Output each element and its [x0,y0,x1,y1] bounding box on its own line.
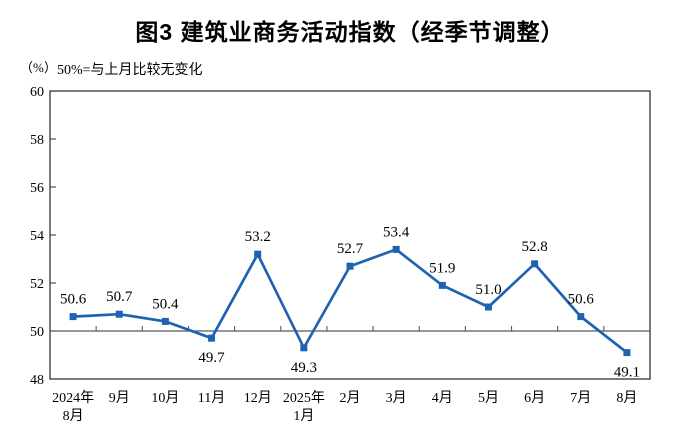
data-point-label: 51.0 [475,282,501,298]
chart-title: 图3 建筑业商务活动指数（经季节调整） [135,19,565,45]
x-axis-label: 6月 [524,390,545,406]
data-point-marker [346,262,354,270]
data-point-label: 51.9 [429,260,455,276]
y-axis-label: 58 [30,133,44,148]
data-point-label: 50.4 [152,296,179,312]
data-point-label: 52.8 [521,239,547,255]
data-point-label: 49.1 [614,365,640,381]
data-point-marker [577,313,585,321]
data-point-marker [254,250,262,258]
x-axis-label: 12月 [244,390,272,406]
reference-note: 50%=与上月比较无变化 [57,63,203,78]
y-axis-label: 50 [30,325,44,340]
x-axis-label: 8月 [63,408,84,424]
data-point-marker [115,310,123,318]
y-axis-label: 54 [30,229,44,244]
x-axis-label: 7月 [570,390,591,406]
x-axis-label: 1月 [293,408,314,424]
x-axis-label: 8月 [616,390,637,406]
data-point-marker [531,260,539,268]
y-axis-label: 48 [30,373,44,388]
x-axis-label: 4月 [432,390,453,406]
data-point-marker [300,344,308,352]
data-point-label: 53.2 [245,229,271,245]
data-point-label: 50.6 [568,292,595,308]
x-axis-label: 10月 [151,390,179,406]
y-axis-label: 56 [30,181,44,196]
data-point-marker [392,245,400,253]
data-point-label: 52.7 [337,241,364,257]
x-axis-label: 2025年 [283,390,325,406]
data-point-label: 49.7 [198,350,225,366]
data-point-marker [623,349,631,357]
data-point-marker [208,334,216,342]
x-axis-label: 2024年 [52,390,94,406]
x-axis-label: 5月 [478,390,499,406]
data-point-marker [161,317,169,325]
y-axis-label: 60 [30,85,44,100]
data-point-label: 49.3 [291,360,317,376]
data-point-marker [69,313,77,321]
x-axis-label: 3月 [386,390,407,406]
data-point-label: 53.4 [383,224,410,240]
data-point-marker [484,303,492,311]
x-axis-label: 2月 [340,390,361,406]
data-point-label: 50.6 [60,292,87,308]
data-point-marker [438,281,446,289]
plot-border [49,90,651,380]
y-axis-unit-label: （%） [20,60,57,75]
x-axis-label: 11月 [198,390,225,406]
x-axis-label: 9月 [109,390,130,406]
y-axis-label: 52 [30,277,44,292]
data-point-label: 50.7 [106,289,133,305]
